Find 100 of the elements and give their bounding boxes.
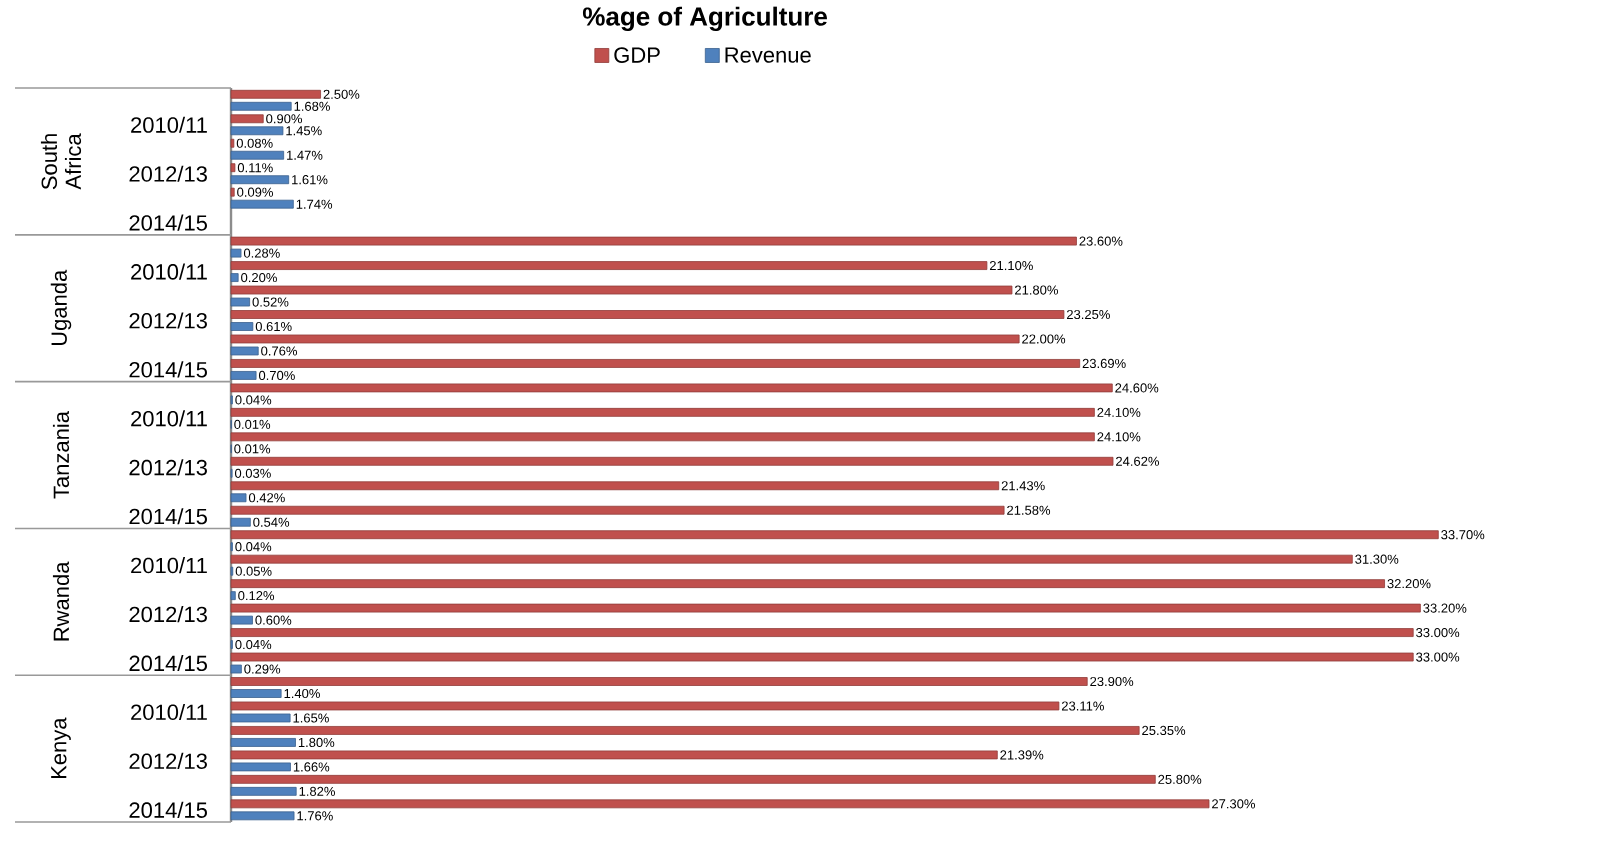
data-label: 1.66% — [293, 762, 330, 772]
bar — [230, 701, 1060, 711]
data-label: 21.10% — [989, 260, 1033, 271]
data-label: 24.62% — [1116, 456, 1159, 466]
bar — [230, 322, 254, 331]
y-tick-label: 2012/13 — [129, 312, 207, 329]
bar — [230, 726, 1140, 735]
data-label: 1.61% — [292, 175, 328, 185]
data-label: 21.39% — [1000, 750, 1044, 760]
data-label: 0.52% — [252, 297, 289, 307]
bar — [230, 786, 297, 796]
bar — [230, 273, 239, 282]
y-tick-label: 2012/13 — [129, 165, 207, 182]
y-tick-label: 2014/15 — [129, 361, 207, 378]
legend-label: Revenue — [725, 47, 811, 63]
data-label: 1.40% — [284, 688, 320, 699]
data-label: 27.30% — [1212, 799, 1256, 809]
y-tick-label: 2012/13 — [129, 752, 207, 769]
y-tick-label: 2010/11 — [131, 703, 207, 721]
data-label: 0.20% — [241, 272, 277, 283]
bar — [230, 297, 251, 307]
legend-label: GDP — [614, 47, 660, 63]
text: Rwanda — [52, 561, 70, 641]
bar — [230, 579, 1385, 588]
data-label: 0.04% — [235, 639, 272, 650]
bar — [230, 762, 291, 772]
bar — [230, 261, 988, 270]
text: South Africa — [40, 133, 82, 190]
text: Kenya — [51, 717, 71, 779]
bar — [230, 310, 1065, 319]
bar — [230, 750, 998, 760]
bar — [230, 530, 1439, 540]
data-label: 0.05% — [235, 566, 272, 576]
bar — [230, 346, 259, 356]
data-label: 2.50% — [323, 89, 360, 99]
bar — [230, 236, 1077, 246]
data-label: 24.10% — [1097, 407, 1141, 417]
data-label: 24.10% — [1097, 432, 1141, 442]
data-label: 33.00% — [1416, 627, 1460, 638]
data-label: 0.70% — [258, 370, 295, 381]
data-label: 23.25% — [1066, 309, 1110, 320]
bar — [230, 615, 253, 625]
data-label: 0.29% — [244, 664, 281, 674]
y-tick-label: 2014/15 — [129, 801, 207, 818]
bar — [230, 114, 264, 124]
data-label: 1.45% — [286, 126, 322, 136]
bar — [230, 334, 1020, 344]
chart-title: %age of Agriculture — [582, 6, 827, 31]
y-tick-label: 2010/11 — [131, 116, 207, 133]
bar — [230, 359, 1081, 368]
bar — [230, 554, 1353, 564]
data-label: 1.80% — [298, 737, 335, 748]
y-tick-label: 2014/15 — [129, 654, 207, 672]
data-label: 23.60% — [1079, 236, 1123, 246]
bar — [230, 407, 1095, 417]
data-label: 32.20% — [1387, 579, 1431, 589]
bar — [230, 628, 1414, 637]
data-label: 0.11% — [237, 163, 273, 173]
data-label: 25.35% — [1142, 725, 1186, 736]
data-label: 0.03% — [234, 468, 271, 478]
y-tick-label: 2012/13 — [129, 459, 207, 476]
bar — [230, 652, 1414, 662]
data-label: 1.74% — [296, 199, 333, 209]
bar — [230, 163, 236, 173]
data-label: 1.82% — [299, 786, 335, 796]
data-label: 1.68% — [294, 101, 330, 111]
y-tick-label: 2010/11 — [131, 263, 207, 280]
data-label: 0.09% — [237, 187, 273, 197]
text: Tanzania — [52, 411, 70, 499]
data-label: 0.01% — [234, 419, 271, 429]
bar — [230, 199, 294, 209]
data-label: 22.00% — [1022, 334, 1066, 344]
bar — [230, 677, 1088, 686]
bar — [230, 664, 242, 674]
data-label: 24.60% — [1115, 383, 1159, 393]
y-tick-label: 2010/11 — [131, 557, 207, 574]
bar — [230, 493, 247, 503]
data-label: 0.28% — [243, 248, 280, 258]
data-label: 0.12% — [238, 591, 275, 601]
bar — [230, 689, 282, 698]
data-label: 0.42% — [248, 493, 285, 503]
data-label: 23.69% — [1082, 358, 1126, 369]
bar — [230, 456, 1114, 466]
bar — [230, 138, 235, 148]
data-label: 21.43% — [1001, 481, 1045, 491]
bar — [230, 101, 292, 111]
bar — [230, 481, 1000, 491]
bar — [230, 285, 1013, 295]
y-tick-label: 2014/15 — [129, 508, 207, 525]
data-label: 1.47% — [287, 150, 323, 160]
data-label: 1.65% — [293, 713, 329, 723]
bar — [230, 774, 1156, 784]
bar — [230, 432, 1095, 442]
bar — [230, 371, 257, 380]
y-tick-label: 2010/11 — [131, 410, 207, 427]
data-label: 23.11% — [1061, 701, 1104, 711]
bar — [230, 505, 1005, 515]
data-label: 21.58% — [1007, 505, 1051, 515]
bar — [230, 175, 290, 185]
data-label: 25.80% — [1158, 774, 1202, 784]
